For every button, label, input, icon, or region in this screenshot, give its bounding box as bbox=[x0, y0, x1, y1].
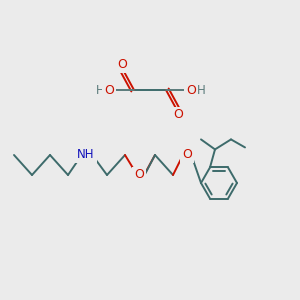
Text: O: O bbox=[173, 109, 183, 122]
Text: NH: NH bbox=[77, 148, 95, 161]
Text: O: O bbox=[186, 83, 196, 97]
Text: O: O bbox=[134, 169, 144, 182]
Text: H: H bbox=[196, 83, 206, 97]
Text: O: O bbox=[117, 58, 127, 71]
Text: H: H bbox=[96, 83, 104, 97]
Text: O: O bbox=[104, 83, 114, 97]
Text: O: O bbox=[182, 148, 192, 161]
